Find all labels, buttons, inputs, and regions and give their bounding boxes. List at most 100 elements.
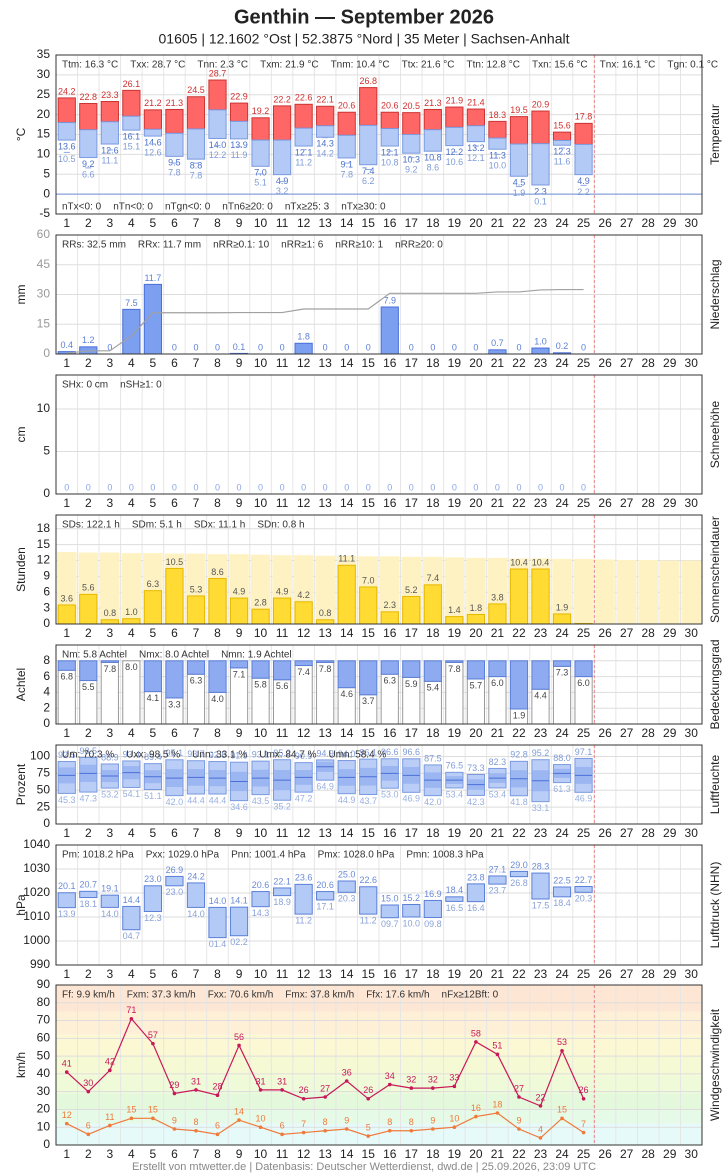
data-label: 0 bbox=[409, 482, 414, 492]
possible-sunshine bbox=[466, 557, 486, 624]
data-label: 7 bbox=[581, 1119, 586, 1129]
x-tick-label: 16 bbox=[383, 967, 397, 981]
x-tick-label: 10 bbox=[254, 216, 268, 230]
max-label: 92.5 bbox=[58, 750, 76, 760]
x-tick-label: 22 bbox=[512, 356, 526, 370]
ground-min-label: 0.1 bbox=[534, 196, 547, 206]
x-tick-label: 10 bbox=[254, 626, 268, 640]
max-box bbox=[251, 117, 270, 141]
min-box bbox=[272, 139, 292, 176]
y-tick-label: 0 bbox=[43, 1137, 50, 1151]
x-tick-label: 8 bbox=[214, 826, 221, 840]
x-tick-label: 21 bbox=[491, 1147, 505, 1161]
x-tick-label: 25 bbox=[577, 826, 591, 840]
ground-min-label: 8.6 bbox=[427, 163, 440, 173]
x-tick-label: 11 bbox=[276, 356, 289, 370]
y-tick-label: 10 bbox=[37, 147, 51, 161]
y-axis-label: km/h bbox=[14, 1052, 28, 1078]
max-label: 76.5 bbox=[446, 761, 464, 771]
stat: nRR≥20: 0 bbox=[395, 240, 443, 251]
ground-min-label: 7.8 bbox=[340, 169, 353, 179]
x-tick-label: 18 bbox=[426, 496, 440, 510]
data-label: 5.6 bbox=[276, 681, 289, 691]
x-tick-label: 13 bbox=[318, 216, 332, 230]
plot-frame bbox=[55, 644, 703, 725]
x-tick-label: 28 bbox=[641, 826, 655, 840]
stat: nTx≥25: 3 bbox=[285, 202, 330, 213]
stat: SDn: 0.8 h bbox=[257, 520, 304, 531]
bar bbox=[294, 601, 313, 625]
x-tick-label: 20 bbox=[469, 356, 483, 370]
x-tick-label: 5 bbox=[150, 216, 157, 230]
x-tick-label: 4 bbox=[128, 967, 135, 981]
data-label: 15 bbox=[126, 1105, 136, 1115]
data-label: 30 bbox=[83, 1078, 93, 1088]
x-tick-label: 4 bbox=[128, 1147, 135, 1161]
y-tick-label: 90 bbox=[37, 977, 51, 991]
data-label: 51 bbox=[492, 1041, 502, 1051]
x-tick-label: 29 bbox=[663, 826, 677, 840]
cloud-bar bbox=[251, 660, 270, 679]
max-label: 21.4 bbox=[467, 97, 485, 107]
x-tick-label: 29 bbox=[663, 626, 677, 640]
x-tick-label: 4 bbox=[128, 826, 135, 840]
stat: Pmx: 1028.0 hPa bbox=[318, 850, 395, 861]
x-tick-label: 8 bbox=[214, 216, 221, 230]
x-tick-label: 12 bbox=[297, 216, 311, 230]
ground-min-label: 14.2 bbox=[316, 149, 334, 159]
stat: Nmx: 8.0 Achtel bbox=[139, 650, 209, 661]
range-box bbox=[251, 891, 270, 908]
y-tick-label: 40 bbox=[37, 1066, 51, 1080]
max-box bbox=[423, 108, 442, 131]
wind-point bbox=[495, 1052, 500, 1057]
stat: Txx: 28.7 °C bbox=[130, 60, 185, 71]
min-label: 7.0 bbox=[254, 168, 267, 178]
data-label: 1.9 bbox=[556, 602, 569, 612]
max-label: 26.8 bbox=[359, 76, 377, 86]
cloud-bar bbox=[359, 660, 378, 696]
y-tick-label: 9 bbox=[43, 569, 50, 583]
data-label: 4.6 bbox=[340, 689, 353, 699]
min-box bbox=[122, 115, 141, 131]
wind-point bbox=[387, 1082, 392, 1087]
min-label: 13.9 bbox=[58, 909, 76, 919]
ground-min-label: 10.5 bbox=[58, 154, 76, 164]
x-tick-label: 21 bbox=[491, 356, 505, 370]
data-label: 0 bbox=[452, 482, 457, 492]
x-tick-label: 22 bbox=[512, 626, 526, 640]
min-label: 20.3 bbox=[338, 894, 356, 904]
range-box bbox=[272, 887, 292, 897]
x-tick-label: 11 bbox=[276, 1147, 289, 1161]
x-tick-label: 12 bbox=[297, 967, 311, 981]
x-tick-label: 10 bbox=[254, 726, 268, 740]
x-tick-label: 13 bbox=[318, 496, 332, 510]
cloud-bar bbox=[445, 660, 464, 663]
wind-point bbox=[409, 1128, 414, 1133]
data-label: 0 bbox=[323, 482, 328, 492]
x-tick-label: 19 bbox=[448, 1147, 462, 1161]
max-label: 16.9 bbox=[424, 889, 442, 899]
data-label: 15 bbox=[557, 1105, 567, 1115]
max-label: 23.0 bbox=[144, 874, 162, 884]
x-tick-label: 17 bbox=[405, 726, 419, 740]
max-label: 19.2 bbox=[252, 106, 270, 116]
stat: Ff: 9.9 km/h bbox=[62, 990, 115, 1001]
x-tick-label: 24 bbox=[555, 826, 569, 840]
min-label: 54.1 bbox=[123, 789, 141, 799]
max-label: 19.5 bbox=[510, 105, 528, 115]
data-label: 3.8 bbox=[491, 592, 504, 602]
y-tick-label: 15 bbox=[37, 127, 51, 141]
min-box bbox=[402, 134, 421, 154]
stat: RRx: 11.7 mm bbox=[138, 240, 201, 251]
max-label: 15.0 bbox=[381, 893, 399, 903]
range-box bbox=[208, 906, 227, 939]
range-box bbox=[552, 886, 572, 898]
data-label: 1.8 bbox=[297, 332, 310, 342]
wind-point bbox=[215, 1132, 220, 1137]
stat: Um: 70.3 % bbox=[62, 750, 114, 761]
x-tick-label: 14 bbox=[340, 726, 354, 740]
x-tick-label: 14 bbox=[340, 1147, 354, 1161]
bar bbox=[186, 595, 206, 625]
page-title: Genthin — September 2026 bbox=[234, 6, 494, 28]
max-label: 22.2 bbox=[273, 94, 291, 104]
